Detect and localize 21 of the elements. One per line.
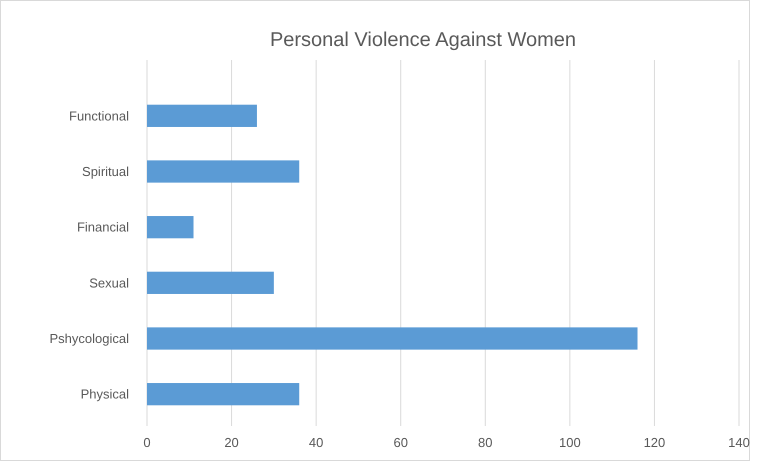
bar <box>147 327 638 350</box>
x-tick-label: 120 <box>644 435 666 450</box>
y-tick-label: Spiritual <box>82 164 130 180</box>
bar <box>147 160 300 183</box>
y-tick-label: Sexual <box>89 275 130 290</box>
x-tick-label: 40 <box>308 435 324 450</box>
y-tick-label: Pshycological <box>50 331 130 346</box>
y-tick-label: Functional <box>69 108 130 124</box>
x-tick-label: 80 <box>478 435 493 450</box>
x-tick-label: 0 <box>143 435 151 450</box>
x-tick-label: 100 <box>559 435 581 450</box>
x-tick-label: 20 <box>224 435 239 450</box>
bar <box>147 272 274 294</box>
bar <box>147 104 257 127</box>
bar <box>147 383 300 406</box>
x-tick-label: 60 <box>393 435 408 450</box>
x-tick-label: 140 <box>728 435 750 450</box>
y-tick-label: Physical <box>80 386 130 402</box>
chart-title: Personal Violence Against Women <box>270 29 576 51</box>
bar <box>147 216 194 238</box>
y-tick-label: Financial <box>76 220 130 235</box>
